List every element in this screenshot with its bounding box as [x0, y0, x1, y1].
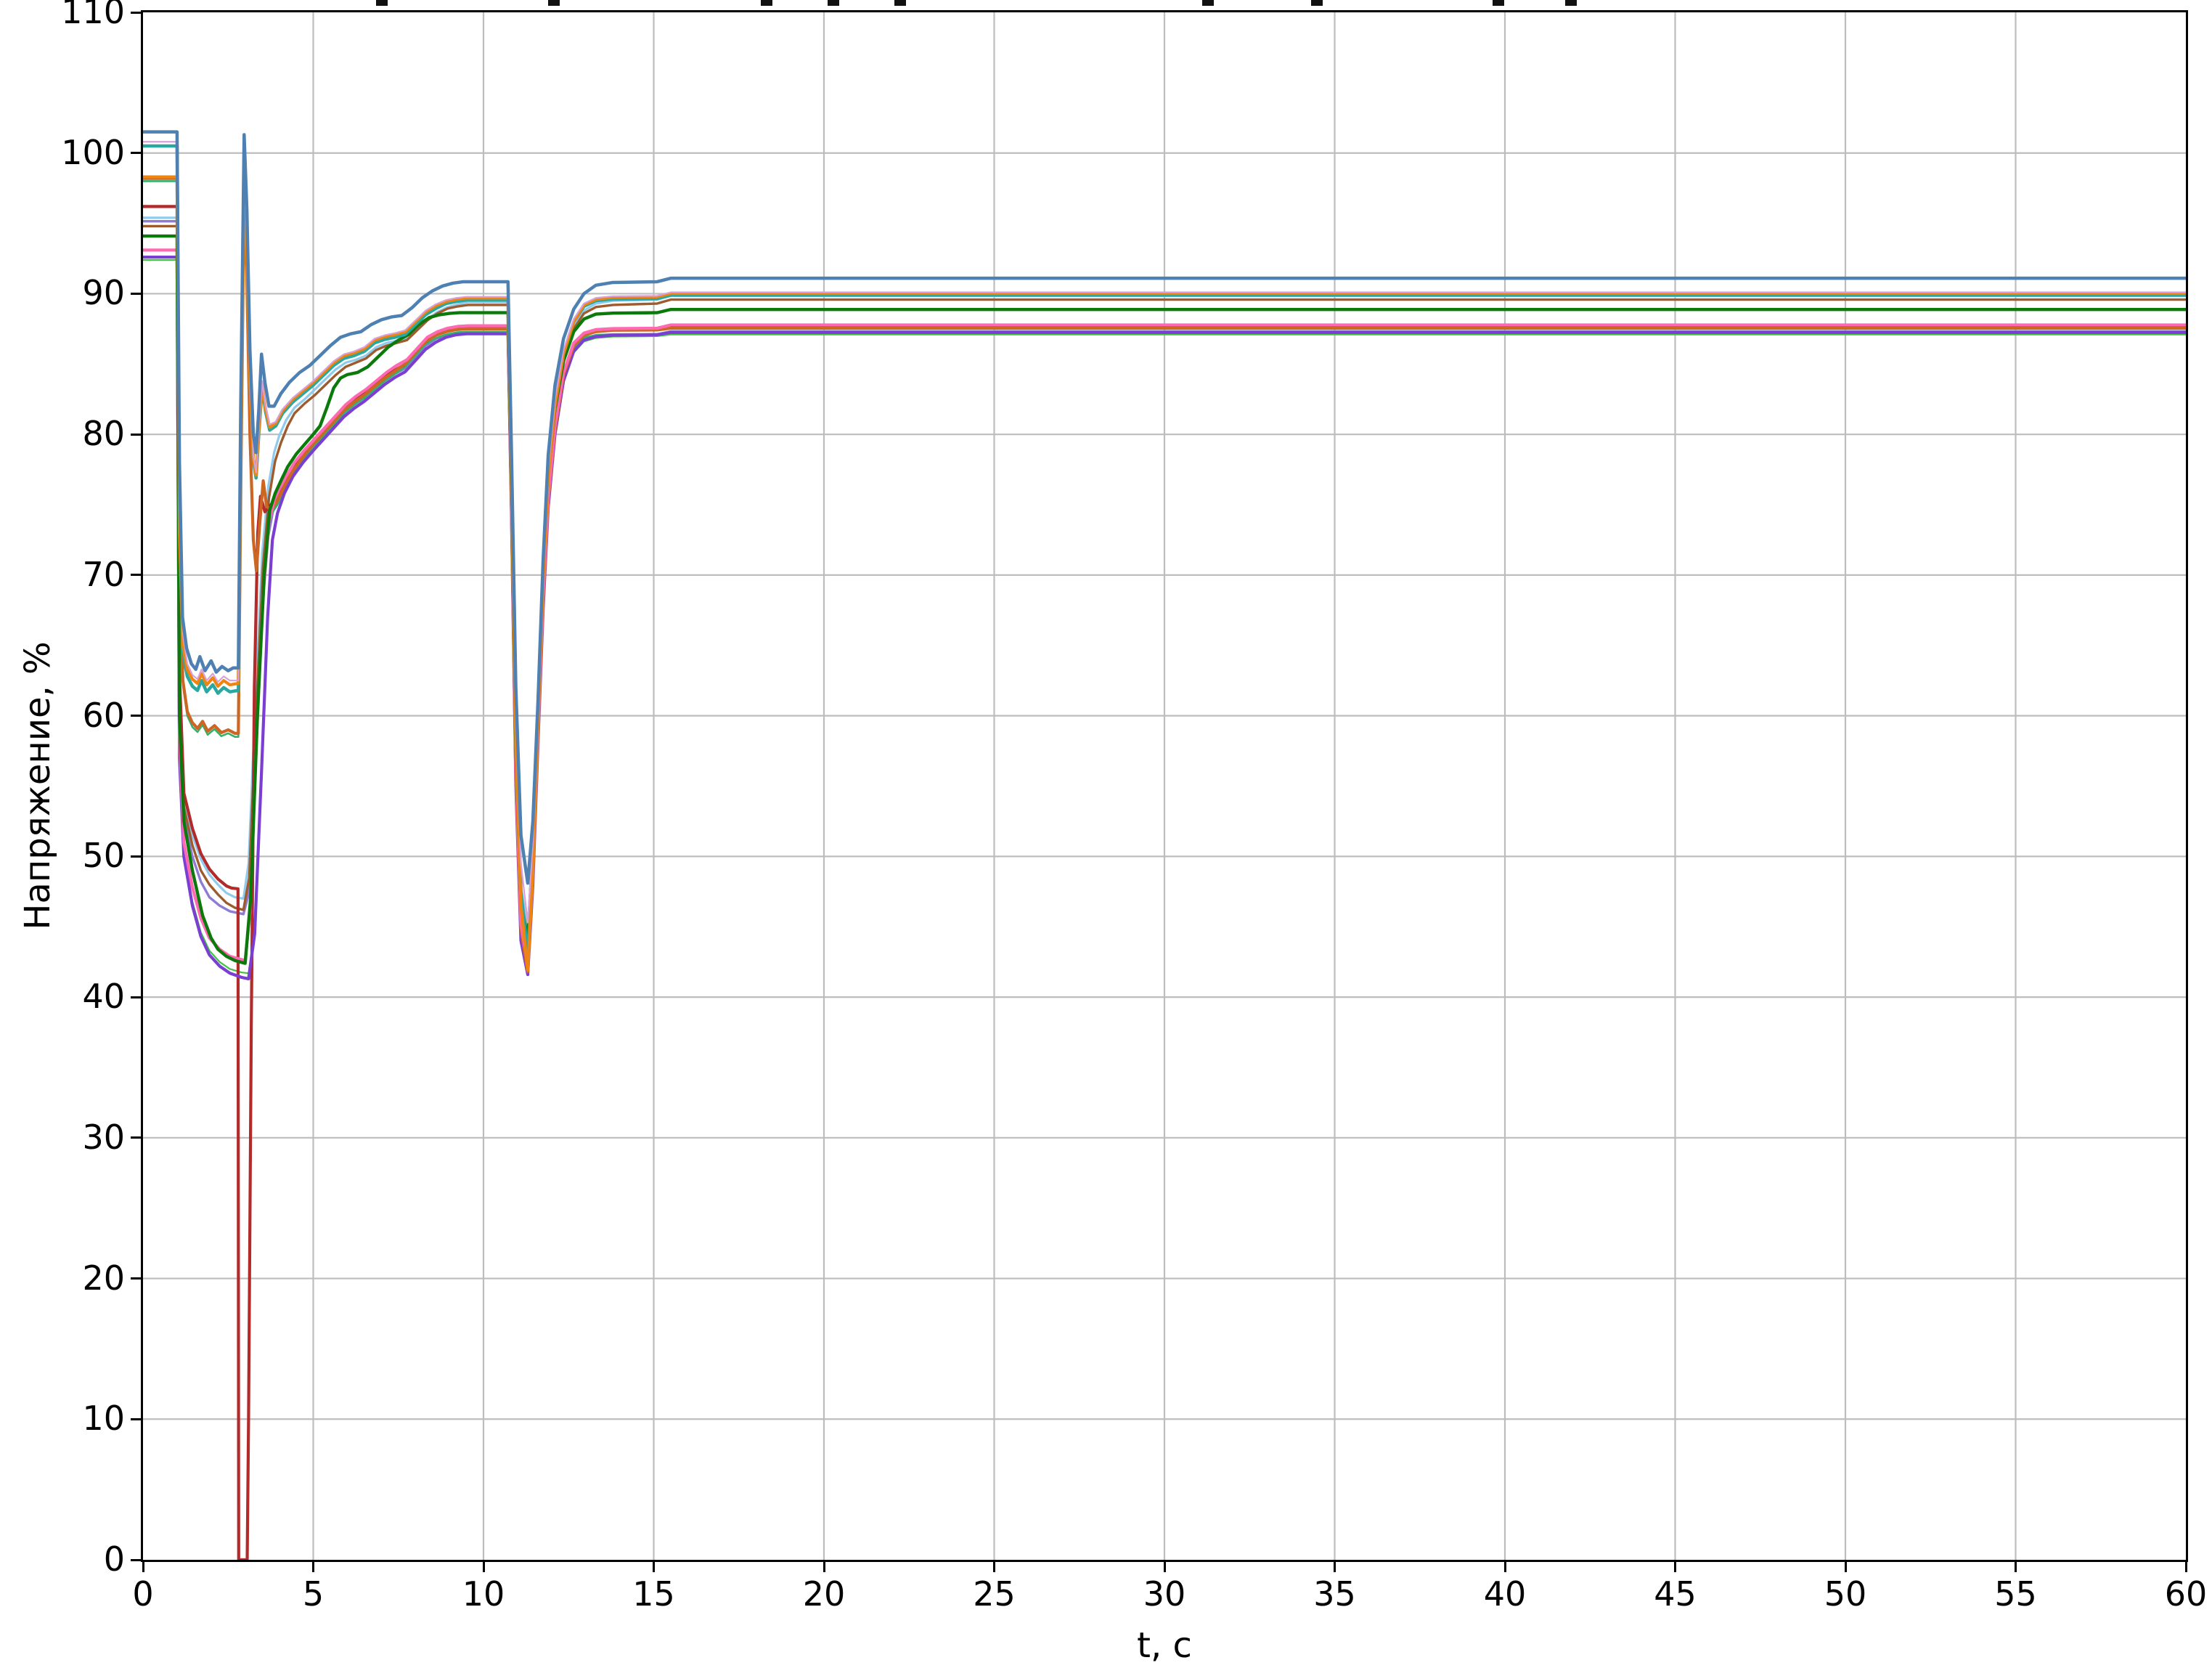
y-tick-mark — [131, 292, 142, 295]
clipped-title-fragment — [1493, 0, 1504, 6]
x-tick-mark — [2015, 1561, 2017, 1572]
y-tick-label-110: 110 — [61, 0, 125, 31]
clipped-title-fragment — [1311, 0, 1323, 6]
clipped-title-fragment — [376, 0, 388, 6]
y-tick-mark — [131, 1558, 142, 1561]
y-tick-mark — [131, 1417, 142, 1420]
y-tick-mark — [131, 715, 142, 717]
y-tick-mark — [131, 1277, 142, 1280]
y-tick-label-100: 100 — [61, 132, 125, 172]
y-tick-mark — [131, 11, 142, 14]
x-tick-label-35: 35 — [1313, 1574, 1356, 1614]
x-tick-label-20: 20 — [802, 1574, 846, 1614]
y-tick-label-30: 30 — [82, 1117, 125, 1157]
x-tick-mark — [312, 1561, 314, 1572]
clipped-title-fragment — [761, 0, 772, 6]
x-tick-label-45: 45 — [1654, 1574, 1697, 1614]
y-tick-label-10: 10 — [82, 1399, 125, 1439]
x-tick-mark — [993, 1561, 995, 1572]
x-tick-mark — [1674, 1561, 1676, 1572]
y-tick-label-60: 60 — [82, 695, 125, 735]
y-tick-label-50: 50 — [82, 836, 125, 876]
x-tick-label-25: 25 — [973, 1574, 1016, 1614]
x-tick-mark — [142, 1561, 144, 1572]
x-tick-label-5: 5 — [302, 1574, 325, 1614]
y-tick-mark — [131, 152, 142, 155]
y-tick-label-0: 0 — [103, 1539, 125, 1579]
plot-area — [141, 10, 2188, 1562]
chart-canvas — [143, 12, 2186, 1560]
y-tick-mark — [131, 433, 142, 436]
x-tick-mark — [1503, 1561, 1506, 1572]
x-tick-mark — [1334, 1561, 1336, 1572]
x-tick-label-60: 60 — [2164, 1574, 2208, 1614]
clipped-title-fragment — [1202, 0, 1214, 6]
x-tick-mark — [1163, 1561, 1166, 1572]
y-tick-label-90: 90 — [82, 273, 125, 313]
x-tick-label-50: 50 — [1824, 1574, 1867, 1614]
x-tick-label-40: 40 — [1483, 1574, 1527, 1614]
y-tick-label-70: 70 — [82, 554, 125, 594]
x-tick-mark — [2184, 1561, 2187, 1572]
x-axis-label: t, c — [1137, 1625, 1192, 1666]
y-tick-mark — [131, 855, 142, 858]
y-tick-label-20: 20 — [82, 1258, 125, 1298]
x-tick-label-55: 55 — [1994, 1574, 2037, 1614]
x-tick-label-30: 30 — [1143, 1574, 1186, 1614]
x-tick-mark — [653, 1561, 655, 1572]
x-tick-label-0: 0 — [132, 1574, 154, 1614]
clipped-title-fragment — [548, 0, 560, 6]
x-tick-label-10: 10 — [462, 1574, 505, 1614]
y-tick-mark — [131, 574, 142, 577]
y-axis-label: Напряжение, % — [17, 641, 58, 930]
series-line-hotpink — [143, 250, 2186, 964]
clipped-title-fragment — [894, 0, 906, 6]
clipped-title-fragment — [828, 0, 839, 6]
series-line-steelblue — [143, 132, 2186, 884]
x-tick-mark — [482, 1561, 485, 1572]
y-tick-label-80: 80 — [82, 414, 125, 454]
x-tick-label-15: 15 — [632, 1574, 675, 1614]
y-tick-mark — [131, 996, 142, 998]
y-tick-label-40: 40 — [82, 977, 125, 1017]
clipped-title-fragment — [1565, 0, 1577, 6]
y-tick-mark — [131, 1136, 142, 1139]
x-tick-mark — [1844, 1561, 1847, 1572]
x-tick-mark — [823, 1561, 825, 1572]
